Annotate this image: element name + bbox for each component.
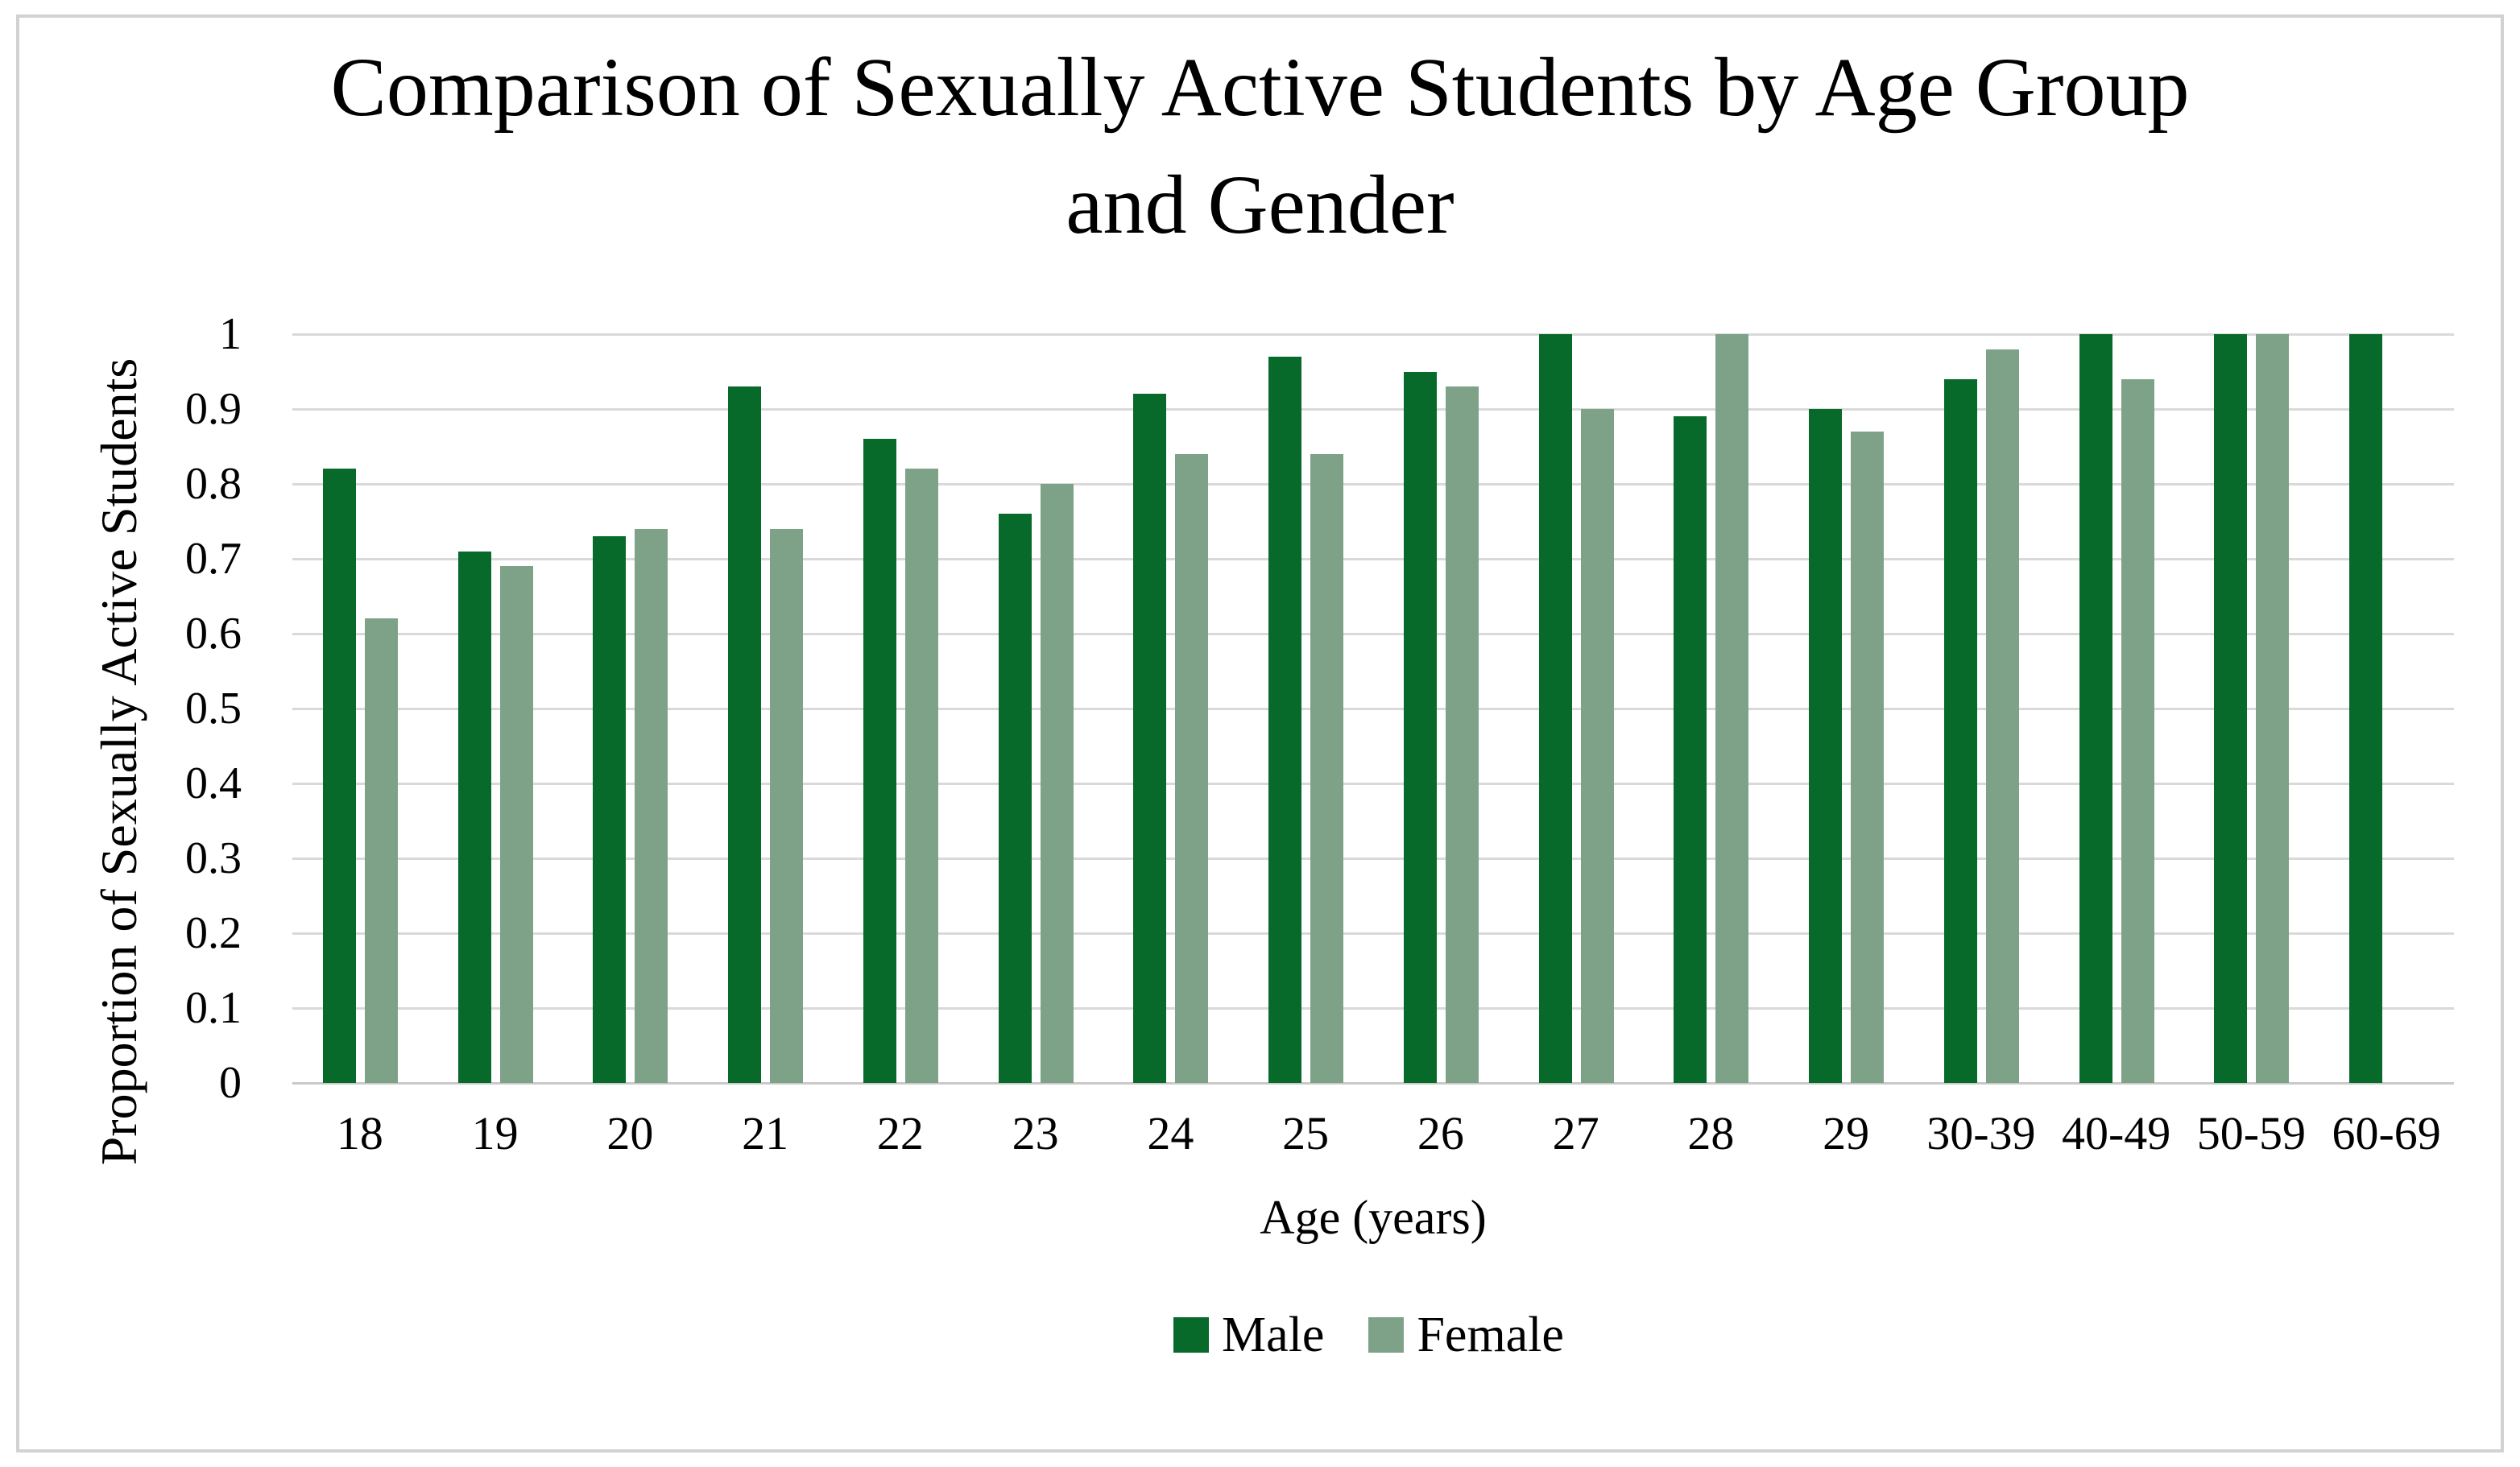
x-tick-21: 21 xyxy=(742,1107,789,1159)
y-tick-0.9: 0.9 xyxy=(185,384,242,434)
x-tick-50-59: 50-59 xyxy=(2196,1107,2307,1159)
x-tick-29: 29 xyxy=(1823,1107,1870,1159)
gridline xyxy=(292,707,2454,710)
gridline xyxy=(292,407,2454,411)
y-tick-0.3: 0.3 xyxy=(185,833,242,883)
bar-male-24 xyxy=(1133,394,1167,1083)
y-tick-0.8: 0.8 xyxy=(185,459,242,509)
gridline xyxy=(292,333,2454,336)
y-tick-0.4: 0.4 xyxy=(185,758,242,808)
bar-female-25 xyxy=(1310,453,1344,1083)
gridline xyxy=(292,482,2454,486)
bar-male-25 xyxy=(1268,356,1302,1083)
bar-female-21 xyxy=(770,528,804,1083)
bar-male-23 xyxy=(998,514,1032,1083)
bar-male-22 xyxy=(863,439,896,1083)
gridline xyxy=(292,632,2454,635)
bar-female-19 xyxy=(499,566,533,1083)
x-tick-23: 23 xyxy=(1012,1107,1059,1159)
y-tick-1: 1 xyxy=(219,309,242,359)
x-tick-24: 24 xyxy=(1147,1107,1194,1159)
bar-male-60-69 xyxy=(2349,334,2383,1083)
legend-label-female: Female xyxy=(1417,1307,1564,1362)
bar-female-50-59 xyxy=(2256,334,2290,1083)
x-tick-30-39: 30-39 xyxy=(1926,1107,2036,1159)
x-tick-27: 27 xyxy=(1552,1107,1599,1159)
bar-male-30-39 xyxy=(1943,378,1977,1083)
x-axis-title: Age (years) xyxy=(1260,1191,1487,1244)
bar-female-22 xyxy=(904,469,938,1083)
bar-male-26 xyxy=(1403,371,1437,1083)
bar-female-40-49 xyxy=(2121,378,2154,1083)
bar-male-29 xyxy=(1809,409,1843,1083)
x-tick-28: 28 xyxy=(1687,1107,1735,1159)
legend-item-male: Male xyxy=(1173,1307,1324,1364)
legend-label-male: Male xyxy=(1222,1307,1325,1362)
x-tick-25: 25 xyxy=(1282,1107,1330,1159)
legend-swatch-male-icon xyxy=(1173,1317,1210,1353)
bar-male-18 xyxy=(322,469,356,1083)
plot-area xyxy=(292,333,2454,1085)
bar-female-29 xyxy=(1851,431,1885,1083)
bar-female-24 xyxy=(1175,453,1209,1083)
y-tick-0.5: 0.5 xyxy=(185,684,242,734)
bar-female-18 xyxy=(364,618,398,1083)
x-tick-18: 18 xyxy=(336,1107,383,1159)
bar-male-19 xyxy=(457,551,491,1083)
x-axis-line xyxy=(292,1081,2454,1085)
bar-male-50-59 xyxy=(2214,334,2248,1083)
x-tick-20: 20 xyxy=(606,1107,654,1159)
bar-female-27 xyxy=(1580,409,1614,1083)
gridline xyxy=(292,857,2454,860)
legend-swatch-female-icon xyxy=(1368,1317,1405,1353)
bar-female-26 xyxy=(1445,386,1479,1083)
bar-male-21 xyxy=(728,386,762,1083)
bar-female-30-39 xyxy=(1985,349,2019,1083)
y-tick-0.6: 0.6 xyxy=(185,609,242,659)
y-tick-0.1: 0.1 xyxy=(185,983,242,1033)
x-tick-19: 19 xyxy=(471,1107,519,1159)
gridline xyxy=(292,1006,2454,1010)
y-tick-0: 0 xyxy=(219,1058,242,1108)
x-tick-60-69: 60-69 xyxy=(2332,1107,2441,1159)
gridline xyxy=(292,932,2454,935)
legend-item-female: Female xyxy=(1368,1307,1564,1364)
bar-male-40-49 xyxy=(2079,334,2112,1083)
bar-male-20 xyxy=(593,536,627,1083)
x-tick-40-49: 40-49 xyxy=(2061,1107,2171,1159)
x-tick-22: 22 xyxy=(876,1107,924,1159)
chart-title: Comparison of Sexually Active Students b… xyxy=(330,41,2190,251)
legend: Male Female xyxy=(109,1303,2520,1367)
y-tick-0.7: 0.7 xyxy=(185,534,242,584)
y-tick-0.2: 0.2 xyxy=(185,908,242,958)
bar-female-23 xyxy=(1040,484,1074,1083)
x-tick-26: 26 xyxy=(1417,1107,1464,1159)
bar-male-28 xyxy=(1674,416,1707,1083)
gridline xyxy=(292,782,2454,785)
bar-female-20 xyxy=(635,528,668,1083)
gridline xyxy=(292,557,2454,560)
bar-female-28 xyxy=(1715,334,1749,1083)
bar-male-27 xyxy=(1538,334,1572,1083)
